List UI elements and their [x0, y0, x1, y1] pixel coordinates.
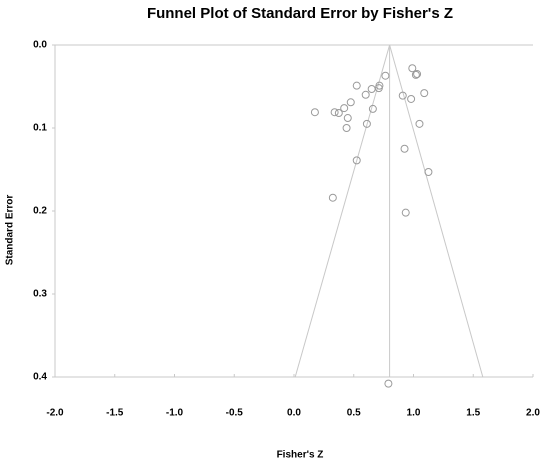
x-tick-label: -1.0: [166, 408, 184, 419]
x-tick-label: -2.0: [46, 408, 64, 419]
study-point: [352, 156, 361, 165]
study-point: [408, 64, 417, 73]
study-point: [398, 91, 407, 100]
x-tick-label: 0.5: [347, 408, 361, 419]
study-point: [368, 104, 377, 113]
x-tick-label: 1.0: [407, 408, 421, 419]
study-point: [367, 84, 376, 93]
x-axis-title: Fisher's Z: [277, 450, 324, 461]
study-point: [384, 379, 393, 388]
y-tick-label: 0.0: [33, 40, 47, 51]
study-point: [407, 94, 416, 103]
study-point: [375, 81, 384, 90]
study-point: [362, 119, 371, 128]
x-tick-label: 1.5: [466, 408, 480, 419]
study-point: [342, 124, 351, 132]
funnel-line: [389, 44, 484, 378]
y-tick-label: 0.4: [33, 372, 47, 383]
funnel-line: [294, 44, 391, 378]
study-point: [340, 104, 349, 113]
study-point: [330, 108, 339, 117]
study-point: [343, 114, 352, 123]
study-point: [361, 90, 370, 99]
study-point: [334, 109, 343, 118]
study-point: [328, 193, 337, 202]
study-point: [420, 89, 429, 98]
y-tick-label: 0.1: [33, 123, 47, 134]
study-point: [415, 119, 424, 128]
study-point: [381, 71, 390, 80]
y-tick-label: 0.2: [33, 206, 47, 217]
x-tick-label: -1.5: [106, 408, 124, 419]
study-point: [401, 208, 410, 217]
study-point: [310, 108, 319, 117]
y-axis-title: Standard Error: [5, 195, 16, 266]
y-tick-label: 0.3: [33, 289, 47, 300]
study-point: [400, 144, 409, 153]
study-point: [352, 81, 361, 90]
x-tick-label: 2.0: [526, 408, 540, 419]
x-tick-label: 0.0: [287, 408, 301, 419]
study-point: [413, 70, 422, 79]
study-point: [424, 167, 433, 176]
study-point: [346, 98, 355, 107]
study-point: [411, 70, 420, 79]
x-tick-label: -0.5: [226, 408, 244, 419]
chart-title: Funnel Plot of Standard Error by Fisher'…: [147, 5, 453, 22]
